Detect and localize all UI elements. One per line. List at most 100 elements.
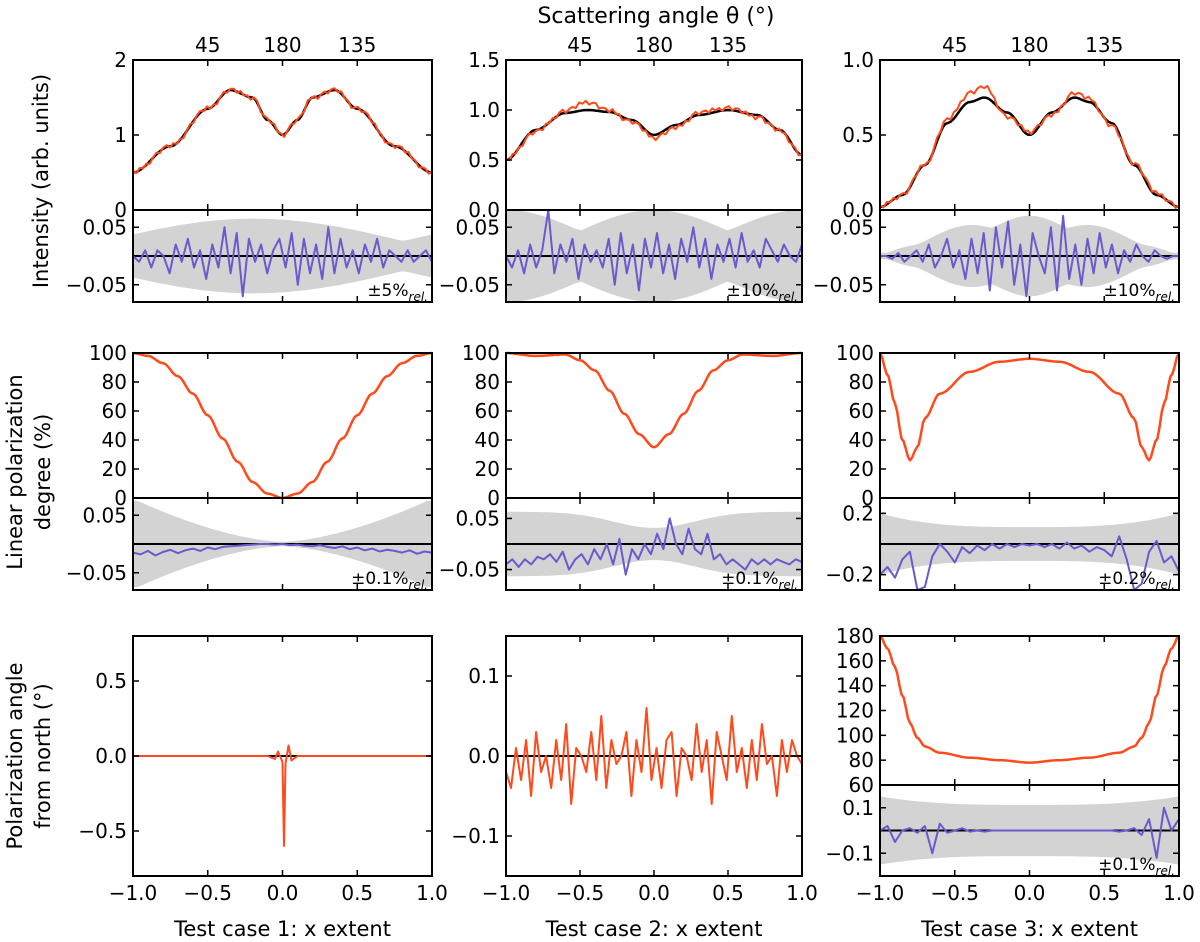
col2-top-tick-label-0: 45 [567,33,592,57]
col1-polarization-degree-ytick-label-0: 0 [114,486,127,510]
col1-polarization-angle-ytick-label-0: 0.5 [95,669,127,693]
col1-top-tick-label-2: 135 [338,33,376,57]
col1-polarization-degree-residual-ytick-label-0: 0.05 [82,503,127,527]
col1-polarization-degree-tolerance-value: ±0.1% [351,569,408,589]
col2-polarization-degree-ytick-label-1: 20 [475,457,500,481]
col3-xtick-label-4: 1.0 [1163,881,1195,905]
col3-polarization-angle-tolerance-value: ±0.1% [1098,855,1155,875]
col1-polarization-degree-ytick-label-2: 40 [102,428,127,452]
col3-intensity-ytick-label-0: 0.0 [842,198,874,222]
col1-top-tick-label-0: 45 [195,33,220,57]
col2-polarization-angle-ytick-label-0: 0.1 [468,664,500,688]
col1-polarization-degree-residual-ytick-label-1: −0.05 [66,561,127,585]
col1-polarization-angle-ytick-label-2: −0.5 [78,819,127,843]
col1-polarization-degree-tolerance-subscript: rel. [409,578,428,592]
col2-xtick-label-0: −1.0 [482,881,531,905]
col1-polarization-degree-ytick-label-1: 20 [102,457,127,481]
col3-polarization-degree-ytick-label-5: 100 [836,341,874,365]
col1-intensity-tolerance-subscript: rel. [409,290,428,304]
intensity-axis-label: Intensity (arb. units) [29,74,53,288]
col1-intensity-ytick-label-1: 1 [114,123,127,147]
col2-polarization-degree-tolerance-subscript: rel. [779,578,798,592]
col3-polarization-degree-ytick-label-1: 20 [849,457,874,481]
col3-intensity-residual-ytick-label-0: 0.05 [829,215,874,239]
col2-polarization-degree-frame [505,352,803,499]
col3-polarization-angle-tolerance-label: ±0.1%rel. [1098,855,1175,878]
col1-xtick-label-2: 0.0 [267,881,299,905]
scattering-angle-title: Scattering angle θ (°) [537,4,774,29]
col3-polarization-angle-ytick-label-3: 120 [836,699,874,723]
col2-polarization-angle-ytick-label-2: −0.1 [451,824,500,848]
col3-polarization-degree-ytick-label-3: 60 [849,399,874,423]
col3-polarization-degree-tolerance-value: ±0.2% [1098,569,1155,589]
col3-intensity-ytick-label-2: 1.0 [842,48,874,72]
col1-polarization-degree-residual-line [132,543,433,557]
col2-polarization-degree-tolerance-value: ±0.1% [721,569,778,589]
col1-polarization-angle-ytick-label-1: 0.0 [95,744,127,768]
col2-polarization-degree-ytick-label-3: 60 [475,399,500,423]
col3-intensity-reference-line [879,96,1180,209]
col1-intensity-ytick-label-2: 2 [114,48,127,72]
col3-intensity-tolerance-value: ±10% [1104,281,1156,301]
col1-polarization-angle-line [133,744,432,847]
col2-xtick-label-4: 1.0 [786,881,818,905]
col2-intensity-tolerance-label: ±10%rel. [727,281,799,304]
col2-polarization-angle-ytick-label-1: 0.0 [468,744,500,768]
polarization-angle-axis-label-line2: from north (°) [31,683,55,828]
col2-intensity-ytick-label-2: 1.0 [468,98,500,122]
col3-intensity-ytick-label-1: 0.5 [842,123,874,147]
col1-intensity-residual-line [132,226,433,298]
polarization-degree-axis-label-line1: Linear polarization [3,374,27,569]
col2-polarization-degree-line [506,351,802,449]
col2-polarization-angle-line [505,707,803,805]
col3-intensity-tolerance-label: ±10%rel. [1104,281,1176,304]
col1-xtick-label-3: 0.5 [341,881,373,905]
col1-polarization-degree-ytick-label-5: 100 [89,341,127,365]
col3-intensity-residual-ytick-label-1: −0.05 [813,273,874,297]
col1-intensity-reference-line [132,88,433,174]
col1-intensity-ytick-label-0: 0 [114,198,127,222]
col2-xlabel: Test case 2: x extent [545,917,763,941]
col1-xtick-label-4: 1.0 [416,881,448,905]
col1-top-tick-label-1: 180 [263,33,301,57]
col2-intensity-model-line [505,99,803,162]
col2-polarization-degree-ytick-label-0: 0 [487,486,500,510]
col1-polarization-degree-tolerance-label: ±0.1%rel. [351,569,428,592]
col3-polarization-angle-tolerance-subscript: rel. [1156,864,1175,878]
col3-polarization-angle-residual-ytick-label-1: −0.1 [825,841,874,865]
col3-xlabel: Test case 3: x extent [920,917,1138,941]
col3-polarization-angle-ytick-label-0: 60 [849,773,874,797]
col2-intensity-tolerance-subscript: rel. [779,290,798,304]
col3-top-tick-label-2: 135 [1085,33,1123,57]
col1-xtick-label-0: −1.0 [109,881,158,905]
col2-top-tick-label-2: 135 [709,33,747,57]
col3-intensity-model-line [879,84,1180,209]
col1-xtick-label-1: −0.5 [183,881,232,905]
col2-intensity-ytick-label-3: 1.5 [468,48,500,72]
col3-xtick-label-3: 0.5 [1088,881,1120,905]
col1-xlabel: Test case 1: x extent [173,917,391,941]
col2-xtick-label-3: 0.5 [712,881,744,905]
col3-top-tick-label-1: 180 [1010,33,1048,57]
col3-polarization-degree-frame [879,352,1180,499]
col3-polarization-angle-ytick-label-6: 180 [836,624,874,648]
col3-polarization-angle-residual-line [879,806,1180,859]
col3-polarization-degree-ytick-label-0: 0 [861,486,874,510]
col1-polarization-degree-line [132,351,433,500]
col2-polarization-degree-tolerance-label: ±0.1%rel. [721,569,798,592]
col2-intensity-tolerance-value: ±10% [727,281,779,301]
col3-polarization-degree-line [878,352,1181,462]
col2-intensity-residual-ytick-label-0: 0.05 [455,215,500,239]
col3-polarization-angle-ytick-label-1: 80 [849,748,874,772]
col3-polarization-degree-residual-ytick-label-0: 0.2 [842,501,874,525]
col2-intensity-ytick-label-0: 0.0 [468,198,500,222]
col2-intensity-residual-line [505,209,803,292]
col1-polarization-degree-ytick-label-3: 60 [102,399,127,423]
col3-polarization-degree-ytick-label-2: 40 [849,428,874,452]
col3-intensity-residual-line [880,214,1179,298]
col3-polarization-degree-residual-line [879,535,1180,591]
col3-xtick-label-0: −1.0 [856,881,905,905]
col3-intensity-tolerance-subscript: rel. [1156,290,1175,304]
col1-intensity-model-line [132,87,433,175]
